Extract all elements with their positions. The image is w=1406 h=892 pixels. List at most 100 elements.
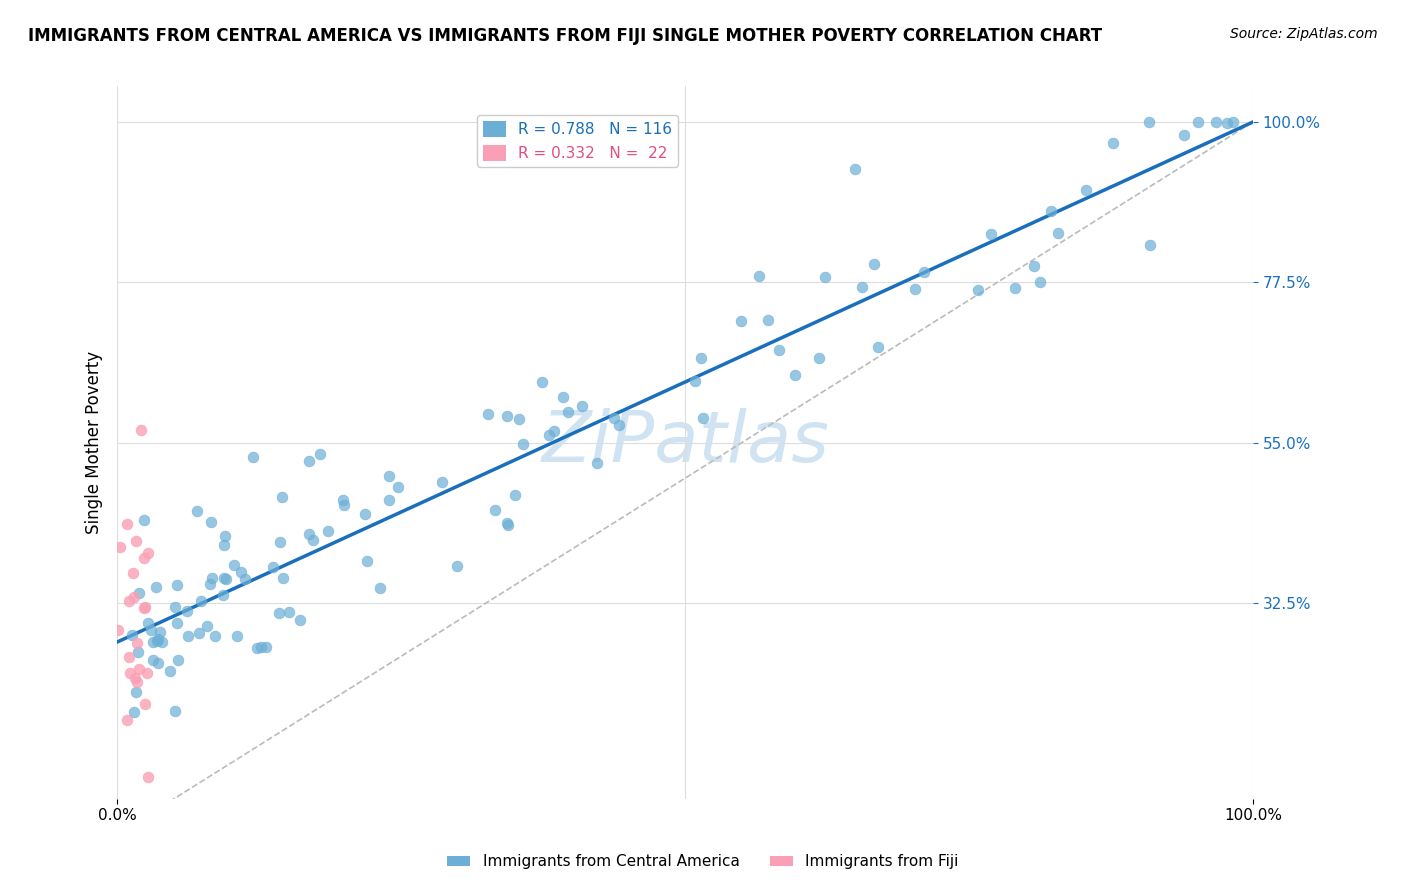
Point [231,566,253,580]
Point [1137,115,1160,129]
Point [167,653,190,667]
Point [368,581,391,595]
Point [127,636,149,650]
Point [146,632,169,647]
Point [387,480,409,494]
Point [557,405,579,419]
Point [980,227,1002,242]
Point [683,374,706,388]
Point [222,558,245,572]
Point [967,283,990,297]
Point [128,585,150,599]
Point [508,411,530,425]
Point [215,573,238,587]
Point [246,640,269,655]
Point [204,629,226,643]
Point [163,704,186,718]
Point [186,504,208,518]
Point [689,351,711,365]
Point [200,577,222,591]
Point [269,535,291,549]
Point [551,391,574,405]
Point [166,615,188,630]
Point [298,454,321,468]
Point [124,590,146,604]
Point [866,340,889,354]
Point [142,635,165,649]
Point [353,507,375,521]
Point [187,626,209,640]
Point [127,645,149,659]
Point [730,313,752,327]
Point [115,517,138,532]
Point [195,619,218,633]
Point [1173,128,1195,142]
Point [250,640,273,654]
Point [333,499,356,513]
Point [1074,183,1097,197]
Point [543,424,565,438]
Text: IMMIGRANTS FROM CENTRAL AMERICA VS IMMIGRANTS FROM FIJI SINGLE MOTHER POVERTY CO: IMMIGRANTS FROM CENTRAL AMERICA VS IMMIG… [28,27,1102,45]
Point [233,572,256,586]
Point [756,313,779,327]
Point [495,409,517,423]
Point [290,613,312,627]
Point [136,615,159,630]
Point [145,580,167,594]
Point [121,628,143,642]
Point [190,593,212,607]
Point [211,589,233,603]
Point [1187,115,1209,129]
Point [150,635,173,649]
Point [177,629,200,643]
Point [430,475,453,489]
Point [1205,115,1227,129]
Point [163,599,186,614]
Point [134,551,156,566]
Point [356,554,378,568]
Point [118,650,141,665]
Text: Source: ZipAtlas.com: Source: ZipAtlas.com [1230,27,1378,41]
Point [159,664,181,678]
Point [125,684,148,698]
Point [200,515,222,529]
Point [1047,227,1070,241]
Point [115,713,138,727]
Point [262,560,284,574]
Point [136,771,159,785]
Point [166,578,188,592]
Point [176,605,198,619]
Point [134,599,156,614]
Point [1022,260,1045,274]
Point [1215,116,1237,130]
Point [278,605,301,619]
Point [309,447,332,461]
Point [271,490,294,504]
Point [378,493,401,508]
Point [132,514,155,528]
Point [496,517,519,532]
Legend: Immigrants from Central America, Immigrants from Fiji: Immigrants from Central America, Immigra… [441,848,965,875]
Point [271,571,294,585]
Point [484,503,506,517]
Point [1139,237,1161,252]
Point [378,469,401,483]
Point [212,571,235,585]
Point [146,657,169,671]
Point [118,594,141,608]
Point [585,456,607,470]
Point [129,423,152,437]
Point [512,437,534,451]
Point [571,399,593,413]
Point [783,368,806,382]
Point [530,376,553,390]
Y-axis label: Single Mother Poverty: Single Mother Poverty [86,351,103,534]
Point [538,428,561,442]
Point [149,624,172,639]
Point [505,488,527,502]
Point [134,601,156,615]
Point [146,633,169,648]
Point [1102,136,1125,150]
Point [128,662,150,676]
Point [134,697,156,711]
